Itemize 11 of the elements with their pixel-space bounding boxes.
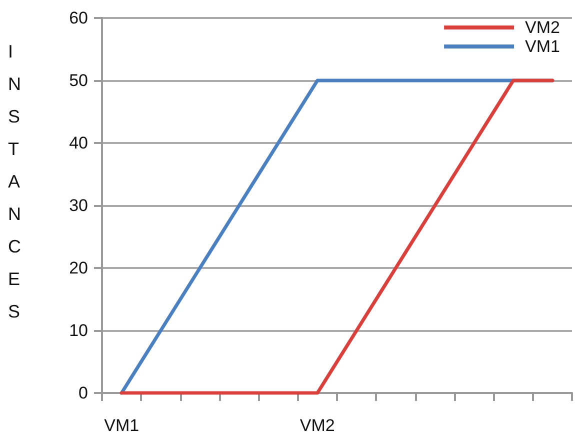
- line-series: [120, 78, 554, 395]
- y-tick-label: 50: [69, 71, 88, 90]
- text: INSTANCES: [8, 41, 21, 322]
- legend-label: VM2: [525, 18, 560, 37]
- y-tick-label: 0: [78, 384, 88, 402]
- y-tick-label: 40: [69, 134, 88, 152]
- y-tick-label: 60: [69, 8, 88, 28]
- y-tick-label: 20: [69, 258, 88, 278]
- y-tick-label: 30: [69, 196, 88, 215]
- legend-label: VM1: [525, 37, 560, 56]
- y-tick-label: 10: [69, 321, 88, 340]
